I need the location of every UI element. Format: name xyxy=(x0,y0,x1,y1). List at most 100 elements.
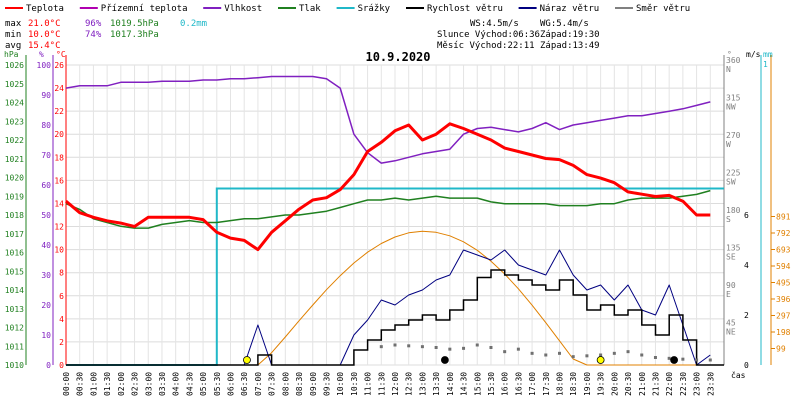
x-tick-18: 09:00 xyxy=(309,372,318,396)
temp-tick-4: 18 xyxy=(54,153,64,162)
wind-dir-point-27 xyxy=(434,346,438,349)
ms-tick-0: 6 xyxy=(744,211,749,220)
temp-tick-9: 8 xyxy=(59,269,64,278)
grid xyxy=(65,64,725,366)
x-tick-47: 23:30 xyxy=(706,372,715,396)
stat-min-press: 1017.3hPa xyxy=(110,30,159,40)
dir-tick-name-5: SE xyxy=(726,253,736,262)
x-tick-12: 06:00 xyxy=(227,372,236,396)
wind-dir-point-24 xyxy=(393,343,397,347)
info-wg: WG:5.4m/s xyxy=(540,19,589,29)
x-tick-30: 15:00 xyxy=(473,372,482,396)
x-tick-19: 09:30 xyxy=(322,372,331,396)
wind-dir-point-36 xyxy=(558,351,561,355)
hpa-tick-11: 1015 xyxy=(5,267,24,276)
pct-tick-6: 40 xyxy=(41,241,51,250)
series-humidity-ground xyxy=(65,75,711,164)
dir-tick-name-6: E xyxy=(726,290,731,299)
x-tick-0: 00:00 xyxy=(62,372,71,396)
x-tick-9: 04:30 xyxy=(185,372,194,396)
info-moon: Měsíc Východ:22:11 xyxy=(437,41,535,51)
x-tick-7: 03:30 xyxy=(158,372,167,396)
wind-dir-point-29 xyxy=(462,346,466,350)
x-tick-21: 10:30 xyxy=(350,372,359,396)
dir-tick-name-0: N xyxy=(726,65,731,74)
x-tick-26: 13:00 xyxy=(418,372,427,396)
wind-dir-point-31 xyxy=(489,346,493,349)
wind-dir-point-30 xyxy=(475,343,479,347)
x-tick-17: 08:30 xyxy=(295,372,304,396)
stat-min-temp: 10.0°C xyxy=(28,30,61,40)
x-tick-22: 11:00 xyxy=(364,372,373,396)
x-tick-43: 21:30 xyxy=(651,372,660,396)
info-moon-set: Západ:13:49 xyxy=(540,41,600,51)
x-tick-36: 18:00 xyxy=(556,372,565,396)
series-pressure xyxy=(65,189,711,229)
info-panel: WS:4.5m/s WG:5.4m/s Slunce Východ:06:36 … xyxy=(437,19,600,51)
hpa-tick-6: 1020 xyxy=(5,174,24,183)
hpa-tick-4: 1022 xyxy=(5,136,24,145)
legend-label-4: Srážky xyxy=(358,4,391,14)
legend: Teplota Přízemní teplota Vlhkost Tlak Srážky… xyxy=(5,4,690,14)
hpa-tick-12: 1014 xyxy=(5,286,24,295)
dir-tick-deg-6: 90 xyxy=(726,281,736,290)
stats-panel: max 21.0°C 96% 1019.5hPa 0.2mm min 10.0°… xyxy=(5,19,207,51)
wind-dir-point-37 xyxy=(571,355,575,359)
wind-dir-point-25 xyxy=(407,344,411,348)
chart-title: 10.9.2020 xyxy=(365,50,430,64)
stat-min-hum: 74% xyxy=(85,30,102,40)
wind-dir-point-44 xyxy=(667,356,671,360)
hpa-tick-2: 1024 xyxy=(5,99,24,108)
hpa-tick-14: 1012 xyxy=(5,324,24,333)
wind-dir-point-43 xyxy=(653,356,657,359)
rad-tick-4: 495 xyxy=(776,279,791,288)
hpa-tick-9: 1017 xyxy=(5,230,24,239)
hpa-tick-13: 1013 xyxy=(5,305,24,314)
stat-rain: 0.2mm xyxy=(180,19,207,29)
x-tick-2: 01:00 xyxy=(89,372,98,396)
dir-tick-deg-5: 135 xyxy=(726,244,741,253)
stat-avg-label: avg xyxy=(5,41,21,51)
info-sun-set: Západ:19:30 xyxy=(540,30,600,40)
rad-tick-1: 792 xyxy=(776,229,791,238)
x-tick-40: 20:00 xyxy=(610,372,619,396)
hpa-tick-0: 1026 xyxy=(5,61,24,70)
x-tick-33: 16:30 xyxy=(514,372,523,396)
temp-tick-2: 22 xyxy=(54,107,64,116)
x-tick-3: 01:30 xyxy=(103,372,112,396)
wind-dir-point-40 xyxy=(612,351,616,355)
hpa-tick-8: 1018 xyxy=(5,211,24,220)
pct-tick-3: 70 xyxy=(41,151,51,160)
rad-tick-0: 891 xyxy=(776,213,791,222)
ms-tick-3: 0 xyxy=(744,361,749,370)
dir-unit: ° xyxy=(727,50,732,59)
dir-tick-name-3: SW xyxy=(726,178,736,187)
x-tick-20: 10:00 xyxy=(336,372,345,396)
hpa-tick-10: 1016 xyxy=(5,249,24,258)
x-tick-13: 06:30 xyxy=(240,372,249,396)
legend-label-1: Přízemní teplota xyxy=(101,4,188,14)
x-tick-38: 19:00 xyxy=(583,372,592,396)
x-tick-37: 18:30 xyxy=(569,372,578,396)
hpa-tick-3: 1023 xyxy=(5,117,24,126)
wind-dir-point-35 xyxy=(544,353,548,357)
wind-dir-point-45 xyxy=(681,357,685,361)
temp-tick-12: 2 xyxy=(59,338,64,347)
x-tick-46: 23:00 xyxy=(693,372,702,396)
x-tick-45: 22:30 xyxy=(679,372,688,396)
dir-tick-name-1: NW xyxy=(726,103,736,112)
dir-tick-name-2: W xyxy=(726,140,731,149)
x-tick-6: 03:00 xyxy=(144,372,153,396)
wind-dir-point-23 xyxy=(379,345,383,349)
x-tick-23: 11:30 xyxy=(377,372,386,396)
wind-dir-point-33 xyxy=(516,347,520,351)
legend-label-7: Směr větru xyxy=(636,4,690,14)
plot-area xyxy=(65,75,724,366)
x-tick-31: 15:30 xyxy=(487,372,496,396)
hpa-tick-1: 1025 xyxy=(5,80,24,89)
temp-unit: °C xyxy=(56,50,66,59)
temp-tick-3: 20 xyxy=(54,130,64,139)
pct-tick-2: 80 xyxy=(41,121,51,130)
wind-dir-point-46 xyxy=(695,358,699,362)
legend-label-2: Vlhkost xyxy=(224,4,262,14)
